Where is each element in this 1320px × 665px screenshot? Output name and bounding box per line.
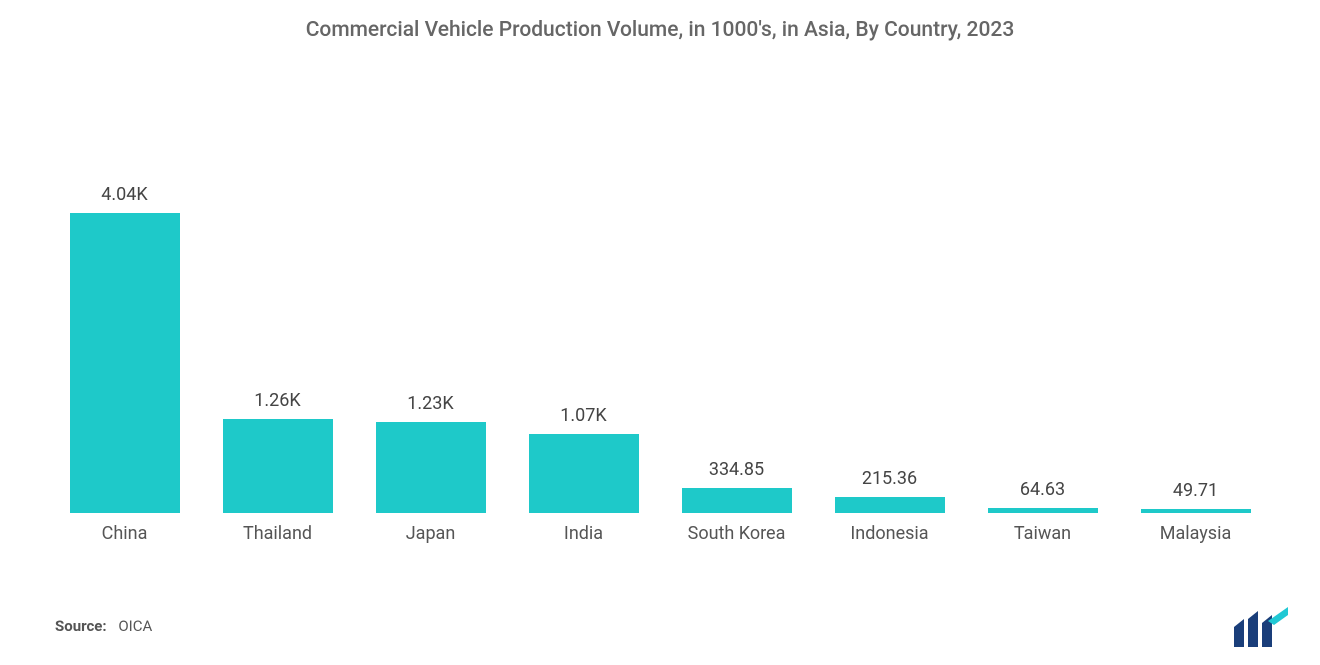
bar bbox=[70, 213, 180, 513]
bar-value-label: 4.04K bbox=[101, 184, 147, 205]
brand-logo bbox=[1232, 607, 1290, 647]
bar-category-label: India bbox=[564, 523, 603, 547]
bar-category-label: Japan bbox=[406, 523, 456, 547]
bar-category-label: China bbox=[102, 523, 148, 547]
bar-group: 1.26K Thailand bbox=[207, 52, 348, 547]
bar-category-label: Thailand bbox=[243, 523, 312, 547]
bar-group: 334.85 South Korea bbox=[666, 52, 807, 547]
bar-category-label: Indonesia bbox=[850, 523, 928, 547]
bar-group: 64.63 Taiwan bbox=[972, 52, 1113, 547]
chart-container: Commercial Vehicle Production Volume, in… bbox=[0, 0, 1320, 665]
bar bbox=[682, 488, 792, 513]
bar-value-label: 49.71 bbox=[1173, 480, 1218, 501]
source-label: Source: bbox=[55, 617, 107, 635]
bar bbox=[988, 508, 1098, 513]
bar bbox=[376, 422, 486, 513]
bar-group: 1.07K India bbox=[513, 52, 654, 547]
bar-category-label: Malaysia bbox=[1160, 523, 1232, 547]
bar-value-label: 1.26K bbox=[254, 390, 300, 411]
bar-value-label: 64.63 bbox=[1020, 479, 1065, 500]
plot-area: 4.04K China 1.26K Thailand 1.23K Japan 1.07K In… bbox=[40, 52, 1280, 547]
bar bbox=[529, 434, 639, 513]
logo-bar-2 bbox=[1248, 611, 1258, 647]
chart-title: Commercial Vehicle Production Volume, in… bbox=[40, 18, 1280, 42]
bar-group: 1.23K Japan bbox=[360, 52, 501, 547]
bar bbox=[223, 419, 333, 513]
bar-group: 49.71 Malaysia bbox=[1125, 52, 1266, 547]
bar bbox=[1141, 509, 1251, 513]
logo-bar-1 bbox=[1234, 619, 1244, 647]
bar-value-label: 334.85 bbox=[709, 459, 764, 480]
bar-group: 4.04K China bbox=[54, 52, 195, 547]
bar-category-label: South Korea bbox=[688, 523, 786, 547]
bar bbox=[835, 497, 945, 513]
bar-value-label: 215.36 bbox=[862, 468, 917, 489]
bar-value-label: 1.07K bbox=[560, 405, 606, 426]
source-line: Source: OICA bbox=[55, 617, 152, 635]
bar-group: 215.36 Indonesia bbox=[819, 52, 960, 547]
bar-category-label: Taiwan bbox=[1014, 523, 1071, 547]
source-text: OICA bbox=[118, 617, 152, 635]
bar-value-label: 1.23K bbox=[407, 393, 453, 414]
